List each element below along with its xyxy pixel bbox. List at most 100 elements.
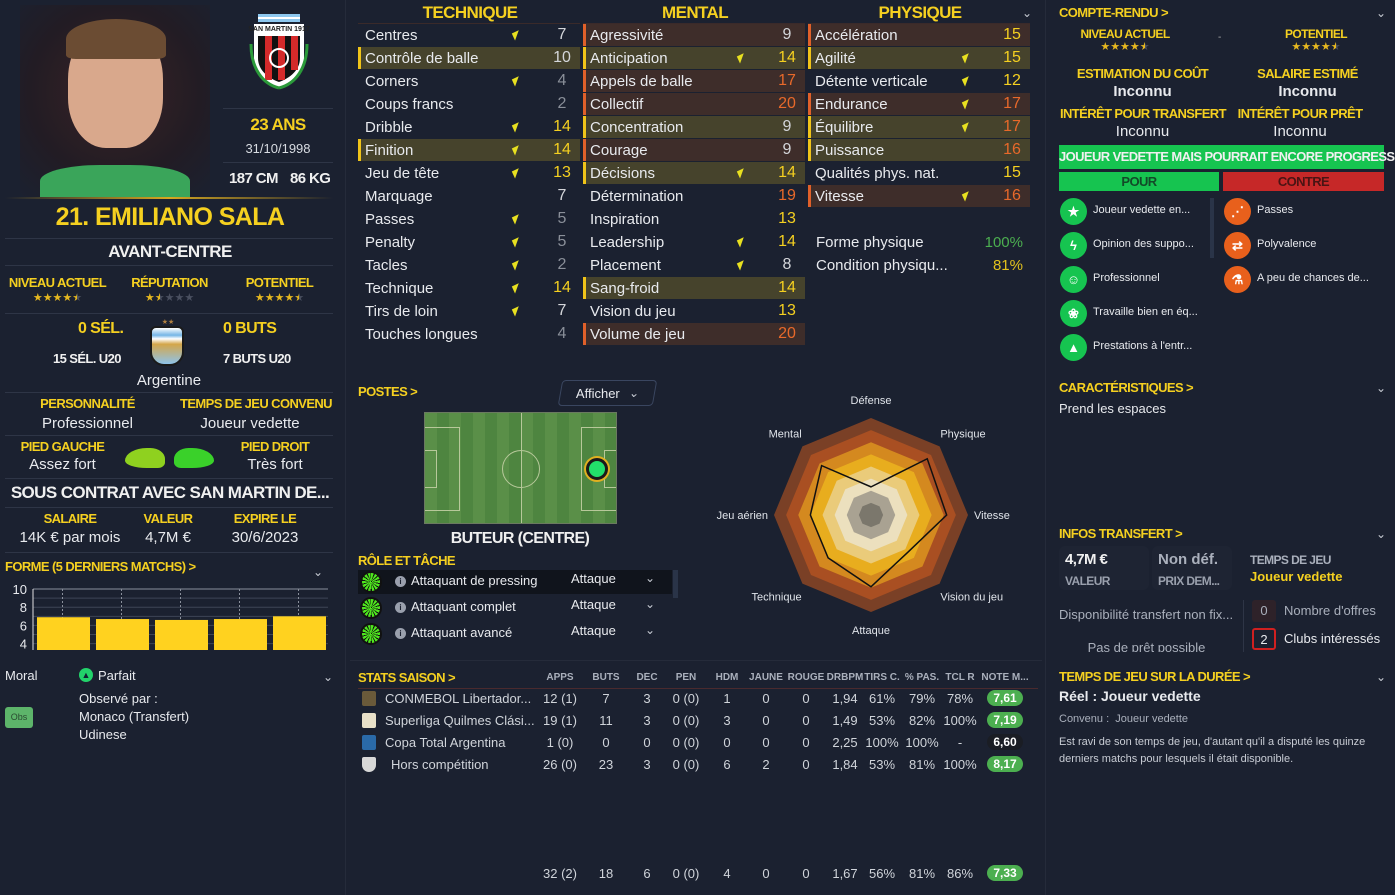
attribute-row[interactable]: Collectif 20 — [583, 93, 805, 115]
attribute-row[interactable]: Touches longues 4 — [358, 323, 580, 345]
stats-column-header[interactable]: TCL R — [945, 672, 975, 683]
interested-clubs-count[interactable]: 2 — [1252, 628, 1276, 650]
attribute-row[interactable]: Vitesse ◤ 16 — [808, 185, 1030, 207]
pitch[interactable] — [424, 412, 617, 524]
form-title[interactable]: FORME (5 DERNIERS MATCHS) > — [5, 559, 196, 574]
playing-time-history-title[interactable]: TEMPS DE JEU SUR LA DURÉE > — [1059, 669, 1251, 684]
pro-item[interactable]: Prestations à l'entr... — [1093, 340, 1193, 352]
attribute-row[interactable]: Agilité ◤ 15 — [808, 47, 1030, 69]
traits-title[interactable]: CARACTÉRISTIQUES > — [1059, 380, 1194, 395]
attribute-row[interactable]: Jeu de tête ◤ 13 — [358, 162, 580, 184]
attribute-row[interactable]: Centres ◤ 7 — [358, 24, 580, 46]
stats-column-header[interactable]: TIRS C. — [864, 672, 900, 683]
stats-row[interactable]: Hors compétition 26 (0) 23 3 0 (0) 6 2 0 1,84 53%… — [358, 755, 1038, 775]
stats-row[interactable]: Copa Total Argentina 1 (0) 0 0 0 (0) 0 0 0 2,25 1… — [358, 733, 1038, 753]
stats-totals-row[interactable]: 32 (2) 18 6 0 (0) 4 0 0 1,67 56% 81% 86% 7,33 — [358, 864, 1038, 884]
interested-clubs-label[interactable]: Clubs intéressés — [1284, 631, 1381, 646]
role-duty-dropdown[interactable]: Attaque — [571, 623, 616, 638]
role-duty-dropdown[interactable]: Attaque — [571, 597, 616, 612]
stats-column-header[interactable]: % PAS. — [904, 672, 940, 683]
attribute-row[interactable]: Appels de balle 17 — [583, 70, 805, 92]
attribute-row[interactable]: Volume de jeu 20 — [583, 323, 805, 345]
attribute-row[interactable]: Contrôle de balle 10 — [358, 47, 580, 69]
attribute-row[interactable]: Vision du jeu 13 — [583, 300, 805, 322]
role-info-icon[interactable]: i — [395, 628, 406, 639]
role-info-icon[interactable]: i — [395, 576, 406, 587]
form-bar[interactable] — [37, 617, 90, 650]
pro-item[interactable]: Professionnel — [1093, 272, 1160, 284]
attribute-row[interactable]: Dribble ◤ 14 — [358, 116, 580, 138]
transfer-info-collapse-chevron-icon[interactable]: ⌄ — [1376, 527, 1387, 541]
stats-column-header[interactable]: JAUNE — [749, 672, 783, 683]
attribute-row[interactable]: Inspiration 13 — [583, 208, 805, 230]
attribute-row[interactable]: Technique ◤ 14 — [358, 277, 580, 299]
stats-column-header[interactable]: NOTE M... — [981, 672, 1029, 683]
player-position-marker[interactable] — [586, 458, 608, 480]
attribute-row[interactable]: Leadership ◤ 14 — [583, 231, 805, 253]
role-row[interactable]: i Attaquant complet Attaque ⌄ — [358, 596, 672, 620]
stats-column-header[interactable]: BUTS — [592, 672, 620, 683]
pro-item[interactable]: Travaille bien en éq... — [1093, 306, 1198, 318]
form-bar[interactable] — [214, 619, 267, 650]
attributes-collapse-chevron-icon[interactable]: ⌄ — [1022, 6, 1033, 20]
stats-row[interactable]: Superliga Quilmes Clási... 19 (1) 11 3 0 (0)… — [358, 711, 1038, 731]
form-bar[interactable] — [155, 619, 208, 650]
chevron-down-icon[interactable]: ⌄ — [645, 597, 656, 611]
attribute-row[interactable]: Équilibre ◤ 17 — [808, 116, 1030, 138]
role-info-icon[interactable]: i — [395, 602, 406, 613]
obs-button[interactable]: Obs — [5, 707, 33, 728]
attribute-row[interactable]: Courage 9 — [583, 139, 805, 161]
attribute-row[interactable]: Coups francs 2 — [358, 93, 580, 115]
attribute-row[interactable]: Décisions ◤ 14 — [583, 162, 805, 184]
attribute-row[interactable]: Marquage 7 — [358, 185, 580, 207]
competition-name[interactable]: Copa Total Argentina — [385, 735, 506, 750]
transfer-info-title[interactable]: INFOS TRANSFERT > — [1059, 526, 1183, 541]
season-stats-title[interactable]: STATS SAISON > — [358, 670, 456, 685]
attribute-row[interactable]: Détermination 19 — [583, 185, 805, 207]
attribute-row[interactable]: Placement ◤ 8 — [583, 254, 805, 276]
stats-column-header[interactable]: PEN — [675, 672, 697, 683]
attribute-row[interactable]: Qualités phys. nat. 15 — [808, 162, 1030, 184]
con-item[interactable]: Passes — [1257, 204, 1294, 216]
attribute-row[interactable]: Finition ◤ 14 — [358, 139, 580, 161]
stats-column-header[interactable]: HDM — [715, 672, 739, 683]
competition-name[interactable]: Superliga Quilmes Clási... — [385, 713, 535, 728]
attribute-row[interactable]: Corners ◤ 4 — [358, 70, 580, 92]
form-collapse-chevron-icon[interactable]: ⌄ — [313, 565, 324, 579]
chevron-down-icon[interactable]: ⌄ — [645, 571, 656, 585]
stats-column-header[interactable]: DÉC — [636, 672, 658, 683]
positions-title[interactable]: POSTES > — [358, 384, 418, 399]
attribute-row[interactable]: Passes ◤ 5 — [358, 208, 580, 230]
traits-collapse-chevron-icon[interactable]: ⌄ — [1376, 381, 1387, 395]
attribute-row[interactable]: Anticipation ◤ 14 — [583, 47, 805, 69]
competition-name[interactable]: Hors compétition — [391, 757, 489, 772]
attribute-row[interactable]: Sang-froid 14 — [583, 277, 805, 299]
playing-time-history-collapse-chevron-icon[interactable]: ⌄ — [1376, 670, 1387, 684]
competition-name[interactable]: CONMEBOL Libertador... — [385, 691, 532, 706]
attribute-row[interactable]: Penalty ◤ 5 — [358, 231, 580, 253]
pro-item[interactable]: Opinion des suppo... — [1093, 238, 1194, 250]
attribute-row[interactable]: Agressivité 9 — [583, 24, 805, 46]
report-title[interactable]: COMPTE-RENDU > — [1059, 5, 1169, 20]
morale-collapse-chevron-icon[interactable]: ⌄ — [323, 670, 334, 684]
role-row[interactable]: i Attaquant avancé Attaque ⌄ — [358, 622, 672, 646]
roles-scrollbar[interactable] — [673, 570, 678, 598]
attribute-row[interactable]: Endurance ◤ 17 — [808, 93, 1030, 115]
stats-column-header[interactable]: APPS — [546, 672, 574, 683]
role-duty-dropdown[interactable]: Attaque — [571, 571, 616, 586]
attribute-row[interactable]: Puissance 16 — [808, 139, 1030, 161]
role-row[interactable]: i Attaquant de pressing Attaque ⌄ — [358, 570, 672, 594]
form-bar[interactable] — [96, 619, 149, 650]
pros-scrollbar[interactable] — [1210, 198, 1214, 258]
pro-item[interactable]: Joueur vedette en... — [1093, 204, 1191, 216]
stats-column-header[interactable]: ROUGE — [787, 672, 825, 683]
form-bar[interactable] — [273, 616, 326, 650]
con-item[interactable]: Polyvalence — [1257, 238, 1317, 250]
attribute-row[interactable]: Accélération 15 — [808, 24, 1030, 46]
attribute-row[interactable]: Concentration 9 — [583, 116, 805, 138]
stats-row[interactable]: CONMEBOL Libertador... 12 (1) 7 3 0 (0) 1 0 0 1,… — [358, 689, 1038, 709]
report-collapse-chevron-icon[interactable]: ⌄ — [1376, 6, 1387, 20]
con-item[interactable]: A peu de chances de... — [1257, 272, 1369, 284]
attribute-row[interactable]: Détente verticale ◤ 12 — [808, 70, 1030, 92]
show-dropdown[interactable]: Afficher ⌄ — [557, 380, 658, 406]
